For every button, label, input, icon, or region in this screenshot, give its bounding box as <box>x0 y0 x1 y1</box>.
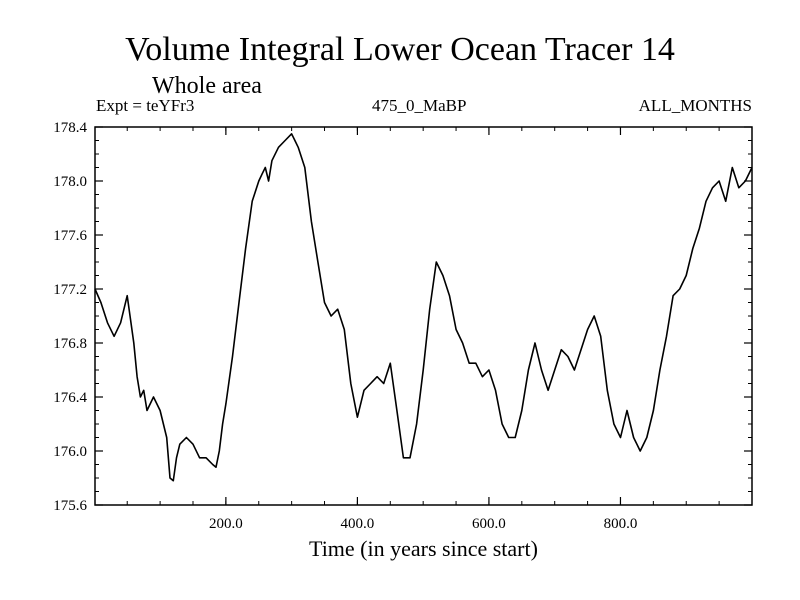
x-axis-label: Time (in years since start) <box>309 536 538 561</box>
y-tick-label: 175.6 <box>53 498 87 514</box>
x-tick-label: 200.0 <box>209 516 243 532</box>
y-tick-label: 178.0 <box>53 174 87 190</box>
x-tick-label: 400.0 <box>341 516 375 532</box>
series-line <box>94 133 753 482</box>
x-tick-label: 800.0 <box>604 516 638 532</box>
y-axis: 175.6 176.0 176.4 176.8 177.2 177.6 178.0 178.4 <box>53 120 752 514</box>
x-axis: 200.0 400.0 600.0 800.0 <box>126 127 720 532</box>
months-label: ALL_MONTHS <box>638 96 752 115</box>
period-label: 475_0_MaBP <box>372 96 467 115</box>
chart-subtitle: Whole area <box>152 73 262 99</box>
y-tick-label: 176.4 <box>53 390 87 406</box>
experiment-label: Expt = teYFr3 <box>96 96 195 115</box>
plot-frame <box>94 126 753 506</box>
y-tick-label: 178.4 <box>53 120 87 136</box>
y-tick-label: 177.6 <box>53 228 87 244</box>
y-tick-label: 176.8 <box>53 336 87 352</box>
x-tick-label: 600.0 <box>472 516 506 532</box>
y-tick-label: 177.2 <box>53 282 87 298</box>
chart-title: Volume Integral Lower Ocean Tracer 14 <box>125 31 675 68</box>
y-tick-label: 176.0 <box>53 444 87 460</box>
